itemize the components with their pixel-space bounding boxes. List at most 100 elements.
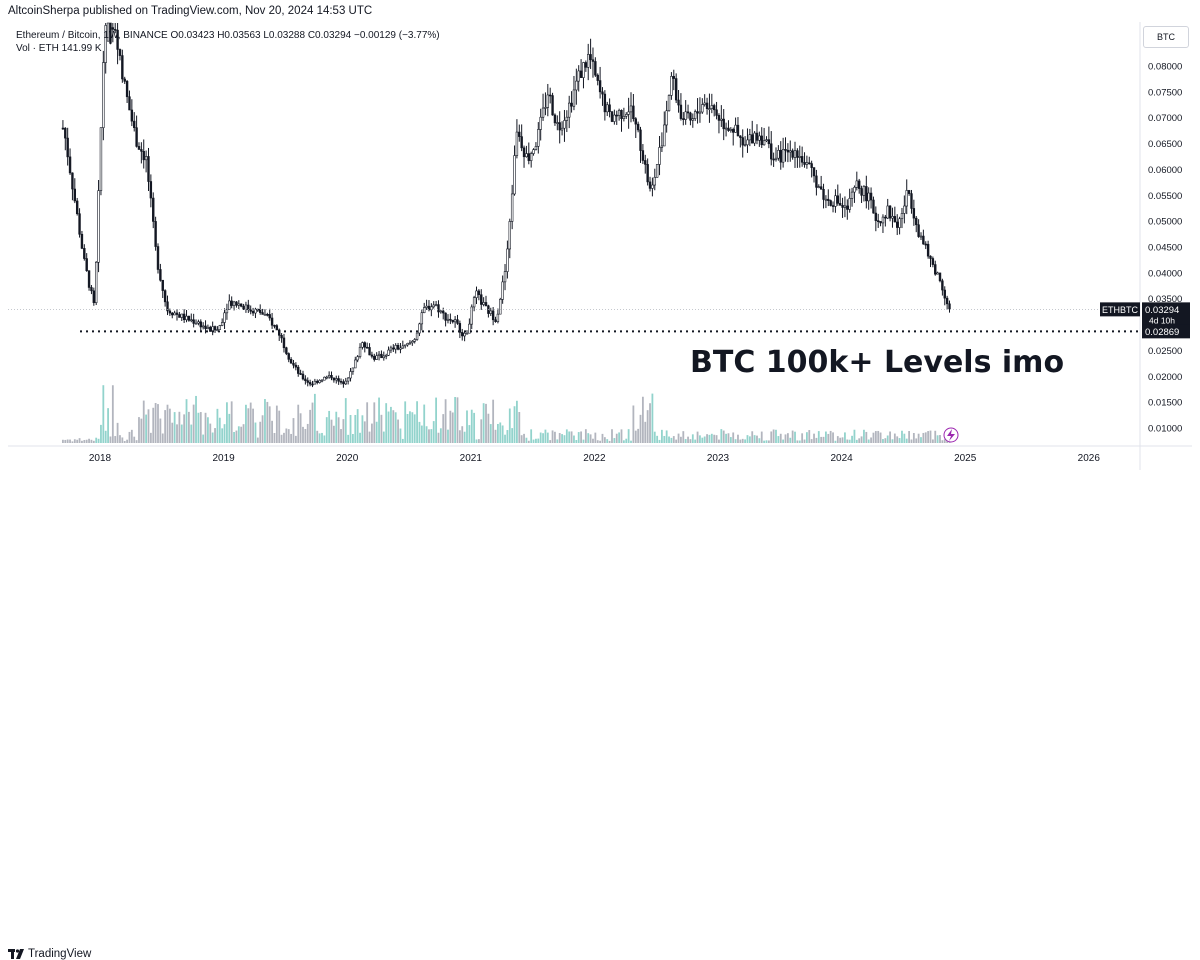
candle-body	[610, 111, 614, 122]
volume-bar	[575, 439, 578, 443]
candle-body	[732, 129, 735, 133]
volume-bar	[927, 431, 930, 443]
volume-bar	[615, 433, 618, 443]
volume-bar	[442, 414, 445, 443]
candle-body	[693, 111, 697, 119]
volume-bar	[152, 407, 155, 443]
volume-bar	[684, 439, 687, 443]
volume-bar	[606, 439, 609, 443]
volume-bar	[100, 424, 102, 443]
volume-bar	[228, 413, 231, 443]
volume-bar	[594, 432, 597, 443]
volume-bar	[325, 417, 328, 443]
volume-bar	[316, 430, 319, 443]
candle-body	[506, 248, 509, 272]
volume-bar	[763, 440, 766, 443]
volume-bar	[306, 423, 309, 443]
candle-body	[793, 150, 797, 158]
candle-body	[532, 149, 535, 154]
volume-bar	[92, 440, 95, 443]
volume-bar	[753, 435, 756, 443]
volume-bar	[920, 437, 922, 443]
candle-body	[439, 310, 443, 313]
volume-bar	[568, 431, 571, 443]
candle-body	[173, 312, 176, 316]
volume-bar	[817, 431, 820, 443]
candle-body	[812, 167, 816, 177]
volume-bar	[126, 439, 128, 443]
candle-body	[748, 134, 752, 141]
candle-body	[796, 150, 799, 158]
candle-body	[368, 347, 371, 356]
volume-bar	[601, 433, 604, 443]
candle-body	[268, 314, 271, 319]
volume-bar	[577, 432, 580, 443]
volume-bar	[554, 431, 556, 443]
volume-bar	[116, 422, 119, 443]
volume-bar	[729, 437, 732, 443]
candle-body	[239, 303, 243, 307]
volume-bar	[786, 433, 789, 443]
volume-bar	[603, 437, 606, 443]
candle-body	[691, 118, 695, 121]
volume-bar	[418, 421, 421, 443]
volume-bar	[109, 436, 112, 443]
volume-bar	[815, 437, 818, 443]
volume-bar	[943, 439, 946, 443]
candle-body	[178, 314, 181, 318]
volume-bar	[385, 403, 388, 443]
volume-bar	[803, 439, 806, 443]
volume-bar	[832, 432, 834, 443]
volume-bar	[751, 431, 754, 443]
volume-bar	[69, 439, 71, 443]
candle-body	[651, 184, 654, 189]
candle-body	[406, 343, 409, 346]
volume-bar	[423, 404, 426, 443]
candle-body	[551, 95, 554, 116]
volume-bar	[886, 435, 889, 443]
volume-bar	[470, 409, 473, 443]
volume-bar	[939, 435, 941, 443]
volume-bar	[882, 439, 884, 443]
chart-svg[interactable]: 2018 2019 2020 2021 2022 2023 2024 2025 2026 0.0…	[0, 0, 1200, 499]
candle-body	[477, 290, 481, 296]
volume-bar	[138, 417, 140, 443]
candle-body	[722, 118, 725, 130]
volume-bar	[147, 409, 150, 443]
candle-body	[572, 89, 576, 107]
candle-body	[639, 129, 642, 151]
volume-bar	[756, 435, 758, 443]
candle-body	[182, 313, 186, 321]
volume-bar	[171, 422, 174, 443]
candle-body	[237, 303, 241, 306]
candle-body	[332, 377, 336, 381]
candle-body	[259, 308, 262, 313]
candle-body	[123, 78, 126, 82]
volume-bar	[539, 432, 542, 443]
candle-body	[304, 378, 307, 381]
volume-bar	[294, 435, 297, 443]
volume-bar	[292, 418, 295, 443]
price-scale[interactable]	[1140, 22, 1192, 446]
currency-button[interactable]: BTC	[1143, 26, 1189, 48]
volume-bar	[741, 438, 744, 443]
candle-body	[266, 314, 269, 316]
candle-body	[905, 190, 908, 207]
volume-bar	[713, 434, 716, 443]
volume-bar	[397, 419, 399, 443]
candle-body	[808, 162, 811, 165]
candle-body	[660, 145, 664, 148]
candle-body	[701, 104, 704, 113]
volume-bar	[846, 439, 849, 443]
candle-body	[891, 216, 894, 219]
candle-body	[924, 243, 927, 246]
candle-body	[380, 353, 383, 359]
volume-bar	[119, 435, 121, 443]
x-tick-label: 2025	[954, 453, 977, 464]
volume-bar	[516, 400, 518, 443]
candle-body	[444, 312, 447, 321]
volume-bar	[801, 433, 804, 443]
candle-body	[137, 146, 141, 150]
candle-body	[934, 264, 937, 275]
candle-body	[596, 74, 599, 81]
